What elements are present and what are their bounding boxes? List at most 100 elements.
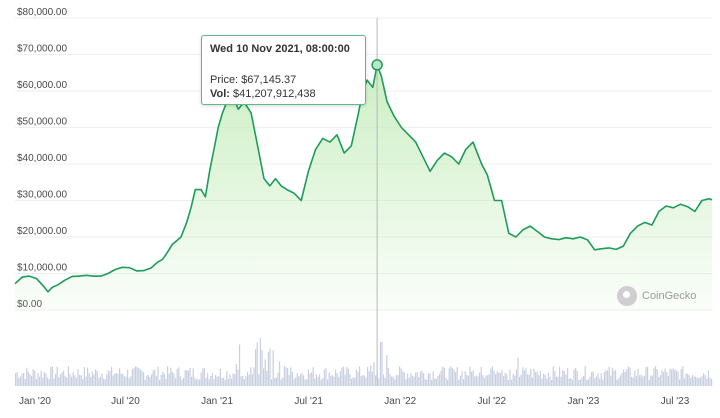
volume-bar (664, 368, 666, 386)
volume-bar (79, 375, 81, 386)
volume-bar (432, 371, 434, 386)
volume-bar (581, 377, 583, 386)
volume-bar (90, 376, 92, 386)
volume-bar (306, 379, 308, 386)
volume-bar (616, 379, 618, 386)
volume-bar (29, 374, 31, 386)
volume-bar (451, 368, 453, 386)
volume-bar (245, 375, 247, 386)
volume-bar (32, 369, 34, 386)
volume-bar (139, 369, 141, 386)
volume-bar (507, 379, 509, 386)
volume-bar (234, 374, 236, 386)
volume-bar (672, 368, 674, 386)
volume-bar (434, 378, 436, 386)
volume-bar (131, 369, 133, 386)
volume-bar (515, 369, 517, 386)
tooltip-price-value: $67,145.37 (241, 74, 297, 86)
volume-bar (18, 378, 20, 386)
volume-bar (695, 376, 697, 386)
volume-bar (162, 371, 164, 386)
volume-bar (525, 367, 527, 386)
volume-bar (419, 371, 421, 386)
volume-bar (195, 379, 197, 386)
volume-bar (155, 376, 157, 386)
volume-bar (496, 371, 498, 386)
volume-bar (354, 378, 356, 386)
volume-bar (117, 373, 119, 386)
volume-bar (287, 368, 289, 386)
volume-bar (707, 370, 709, 386)
volume-bar (173, 373, 175, 386)
volume-bar (431, 379, 433, 386)
chart-tooltip: Wed 10 Nov 2021, 08:00:00 Price: $67,145… (201, 35, 366, 105)
volume-bar (154, 369, 156, 386)
volume-bar (448, 368, 450, 386)
volume-bar (479, 372, 481, 386)
volume-bar (690, 377, 692, 386)
volume-bar (514, 375, 516, 386)
volume-bar (592, 371, 594, 386)
volume-bar (45, 373, 47, 386)
volume-bar (709, 377, 711, 386)
x-tick-label: Jan '22 (384, 396, 416, 407)
volume-bar (135, 366, 137, 386)
volume-bar (136, 367, 138, 386)
volume-bar (85, 376, 87, 386)
volume-bar (266, 370, 268, 386)
volume-bar (203, 368, 205, 386)
volume-bar (495, 374, 497, 386)
volume-bar (181, 379, 183, 386)
volume-bar (296, 373, 298, 386)
x-tick-label: Jul '20 (111, 396, 140, 407)
volume-bar (704, 375, 706, 386)
volume-bar (231, 378, 233, 386)
volume-bar (562, 369, 564, 386)
volume-bar (663, 372, 665, 386)
y-tick-label: $20,000.00 (17, 226, 67, 237)
x-tick-label: Jan '21 (201, 396, 233, 407)
volume-bar (403, 372, 405, 386)
volume-bar (450, 366, 452, 386)
volume-bar (114, 373, 116, 386)
volume-bar (186, 370, 188, 386)
volume-bar (415, 372, 417, 386)
volume-bar (224, 379, 226, 386)
volume-bar (453, 369, 455, 386)
volume-bar (96, 370, 98, 386)
volume-bar (232, 373, 234, 386)
volume-bar (133, 367, 135, 386)
volume-bar (183, 377, 185, 386)
volume-bar (288, 375, 290, 386)
volume-bar (253, 367, 255, 386)
volume-bar (485, 375, 487, 386)
volume-bar (178, 367, 180, 386)
volume-bar (659, 375, 661, 386)
volume-bar (207, 373, 209, 386)
volume-bar (568, 378, 570, 386)
volume-bar (579, 379, 581, 386)
volume-bar (685, 373, 687, 386)
volume-bar (648, 379, 650, 386)
volume-bar (277, 372, 279, 386)
volume-bar (202, 368, 204, 386)
volume-bar (656, 369, 658, 386)
volume-bar (295, 377, 297, 386)
volume-bar (480, 366, 482, 386)
volume-bar (538, 375, 540, 386)
volume-bar (522, 367, 524, 386)
volume-bar (256, 342, 258, 386)
volume-bar (683, 378, 685, 386)
volume-bar (19, 376, 21, 386)
volume-bar (639, 375, 641, 386)
volume-bar (330, 376, 332, 386)
volume-bar (501, 370, 503, 386)
volume-bar (680, 368, 682, 386)
x-tick-label: Jan '23 (567, 396, 599, 407)
volume-bar (619, 375, 621, 386)
volume-bar (421, 370, 423, 386)
volume-bar (533, 368, 535, 386)
volume-bar (71, 376, 73, 386)
